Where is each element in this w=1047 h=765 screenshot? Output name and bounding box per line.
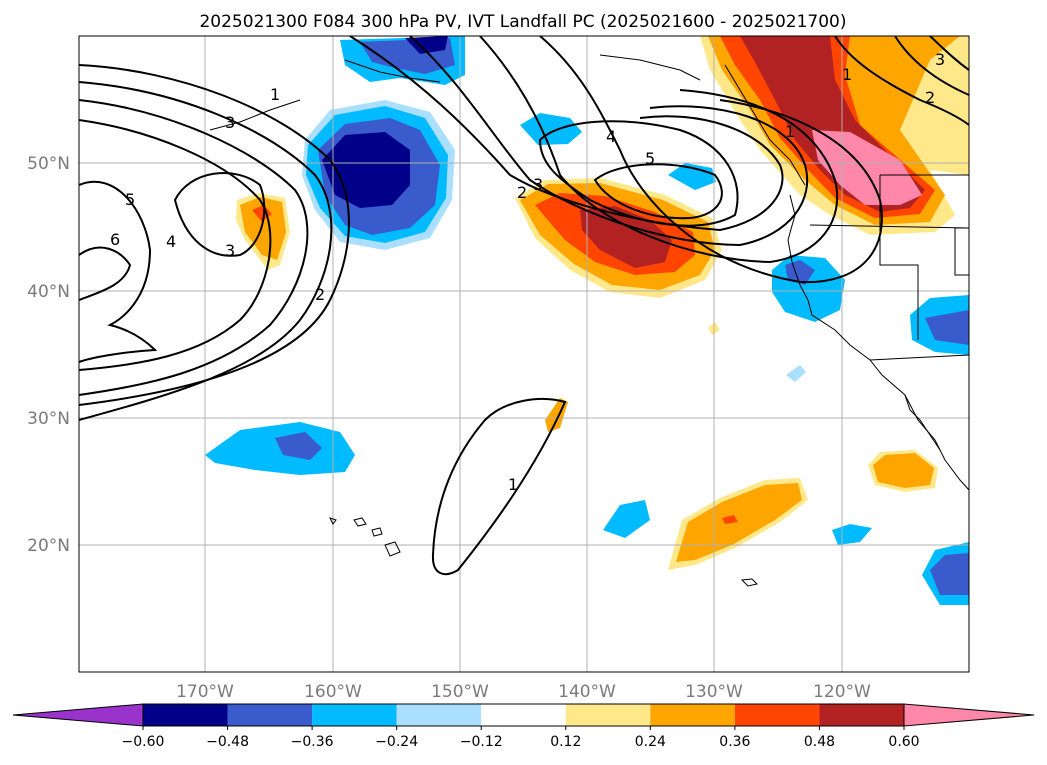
- colorbar-bin: [819, 704, 904, 726]
- colorbar-bin: [650, 704, 735, 726]
- contour-label: 3: [225, 241, 235, 260]
- colorbar-tick-label: 0.12: [550, 734, 581, 750]
- negative-anomaly-california-offshore: [772, 255, 845, 322]
- map-panel: 1 2 3 4 5 6 1 2 3 3 4 5 1 1 2 3: [78, 35, 970, 673]
- colorbar-bin: [227, 704, 313, 726]
- colorbar-bin: [481, 704, 566, 726]
- negative-anomaly-interior-west: [910, 295, 969, 355]
- colorbar-tick-label: 0.24: [635, 734, 666, 750]
- negative-anomaly-gulf-of-alaska: [340, 36, 465, 85]
- negative-anomaly-subtropical-west: [205, 422, 355, 475]
- lon-tick: 150°W: [431, 682, 489, 702]
- colorbar: −0.60 −0.48 −0.36 −0.24 −0.12 0.12 0.24 0.36 0.4…: [12, 703, 1035, 750]
- colorbar-tick-label: −0.24: [375, 734, 418, 750]
- positive-anomaly-central: [515, 178, 722, 298]
- colorbar-tick-label: 0.36: [719, 734, 750, 750]
- map-frame: [78, 35, 970, 673]
- colorbar-tick-label: 0.48: [804, 734, 835, 750]
- colorbar-bin: [312, 704, 397, 726]
- contour-label: 1: [785, 122, 795, 141]
- lat-tick: 20°N: [27, 536, 70, 556]
- lon-tick: 160°W: [304, 682, 362, 702]
- negative-anomaly-small-north: [520, 113, 582, 145]
- lon-tick: 140°W: [558, 682, 616, 702]
- negative-anomaly-small-central: [668, 163, 716, 190]
- contour-label: 2: [315, 285, 325, 304]
- contour-label: 2: [517, 183, 527, 202]
- colorbar-extend-max: [903, 703, 1035, 727]
- contour-label: 1: [270, 85, 280, 104]
- colorbar-bin: [734, 704, 820, 726]
- colorbar-bin: [143, 704, 228, 726]
- contour-label: 4: [606, 127, 616, 146]
- lat-tick: 50°N: [27, 154, 70, 174]
- lat-tick: 30°N: [27, 409, 70, 429]
- contour-labels: 1 2 3 4 5 6 1 2 3 3 4 5 1 1 2 3: [110, 50, 945, 494]
- contour-label: 5: [645, 149, 655, 168]
- contour-label: 6: [110, 230, 120, 249]
- colorbar-tick-label: −0.36: [291, 734, 334, 750]
- figure-title: 2025021300 F084 300 hPa PV, IVT Landfall…: [199, 12, 846, 32]
- contour-label: 5: [125, 190, 135, 209]
- negative-anomaly-southeast: [922, 542, 969, 605]
- positive-anomaly-west: [236, 193, 290, 270]
- lon-tick: 120°W: [813, 682, 871, 702]
- colorbar-bin: [396, 704, 482, 726]
- positive-anomaly-baja: [868, 450, 938, 492]
- lat-tick: 40°N: [27, 282, 70, 302]
- lon-tick: 170°W: [176, 682, 234, 702]
- colorbar-tick-label: −0.60: [122, 734, 165, 750]
- colorbar-extend-min: [12, 703, 144, 727]
- colorbar-tick-label: −0.48: [206, 734, 249, 750]
- contour-label: 3: [225, 113, 235, 132]
- colorbar-frame: [142, 703, 905, 727]
- contour-label: 1: [508, 475, 518, 494]
- colorbar-tick-label: −0.12: [460, 734, 503, 750]
- contour-label: 3: [533, 175, 543, 194]
- negative-anomaly-tiny: [786, 365, 806, 382]
- positive-anomaly-northeast-coast: [700, 36, 969, 235]
- positive-anomaly-subtropical-central: [668, 478, 808, 570]
- contour-label: 1: [842, 65, 852, 84]
- negative-anomaly-small-south-1: [603, 500, 650, 538]
- lon-tick: 130°W: [685, 682, 743, 702]
- colorbar-tick-label: 0.60: [888, 734, 919, 750]
- hawaiian-islands: [329, 517, 758, 587]
- colorbar-bin: [565, 704, 651, 726]
- contour-label: 2: [925, 88, 935, 107]
- lon-tick-labels: 170°W 160°W 150°W 140°W 130°W 120°W: [176, 682, 871, 702]
- contour-lines: [78, 35, 970, 576]
- lat-tick-labels: 50°N 40°N 30°N 20°N: [27, 154, 70, 556]
- contour-label: 3: [935, 50, 945, 69]
- contour-label: 4: [166, 232, 176, 251]
